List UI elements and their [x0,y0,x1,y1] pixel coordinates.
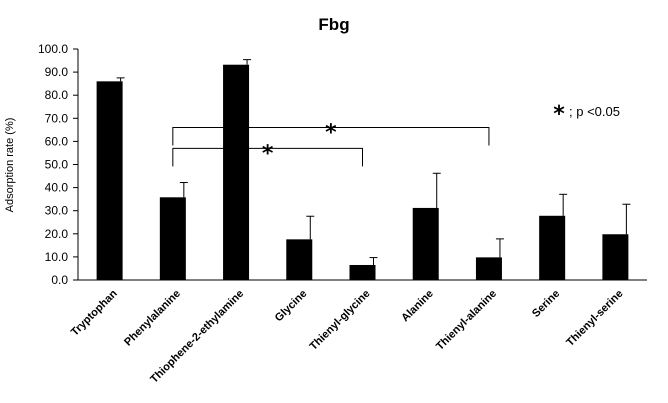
bar [223,64,250,280]
significance-bracket [172,127,490,146]
bars [96,64,629,280]
bar [475,257,502,280]
error-bars [116,59,631,265]
bar [539,215,566,280]
significance-brackets: ** [172,121,490,167]
y-tick-label: 100.0 [38,42,68,56]
significance-marker: * [262,141,274,166]
x-tick-label: Thienyl-alanine [434,288,499,353]
y-tick-label: 30.0 [45,204,69,218]
bar [349,264,376,280]
x-tick-label: Serine [530,288,562,320]
chart-title: Fbg [318,15,349,34]
bar [96,81,123,280]
y-tick-label: 80.0 [45,88,69,102]
x-tick-label: Alanine [399,288,436,325]
bar [412,207,439,280]
y-tick-label: 20.0 [45,227,69,241]
x-tick-label: Thienyl-serine [564,288,625,349]
y-axis-label: Adsorption rate (%) [4,118,16,213]
x-tick-label: Tryptophan [69,287,120,338]
y-tick-label: 10.0 [45,250,69,264]
bar [286,239,313,280]
legend-note-text: ; p <0.05 [569,104,620,119]
x-tick-label: Phenylalanine [122,288,183,349]
y-tick-label: 70.0 [45,111,69,125]
y-tick-label: 40.0 [45,181,69,195]
legend-star-marker: * [553,102,565,127]
bar [602,234,629,280]
x-tick-label: Glycine [273,288,310,325]
x-tick-label: Thienyl-glycine [308,288,373,353]
bar [159,197,186,280]
y-tick-label: 60.0 [45,134,69,148]
y-tick-label: 0.0 [51,273,68,287]
y-tick-label: 50.0 [45,158,69,172]
significance-legend: * ; p <0.05 [553,102,620,127]
y-axis: 0.0 10.0 20.0 30.0 40.0 50.0 60.0 70.0 80.0 90.0 1… [38,42,79,287]
category-labels: Tryptophan PhenylalanineThiophene-2-ethyl… [69,287,626,385]
significance-marker: * [325,121,337,146]
y-tick-label: 90.0 [45,65,69,79]
significance-bracket [172,147,363,167]
